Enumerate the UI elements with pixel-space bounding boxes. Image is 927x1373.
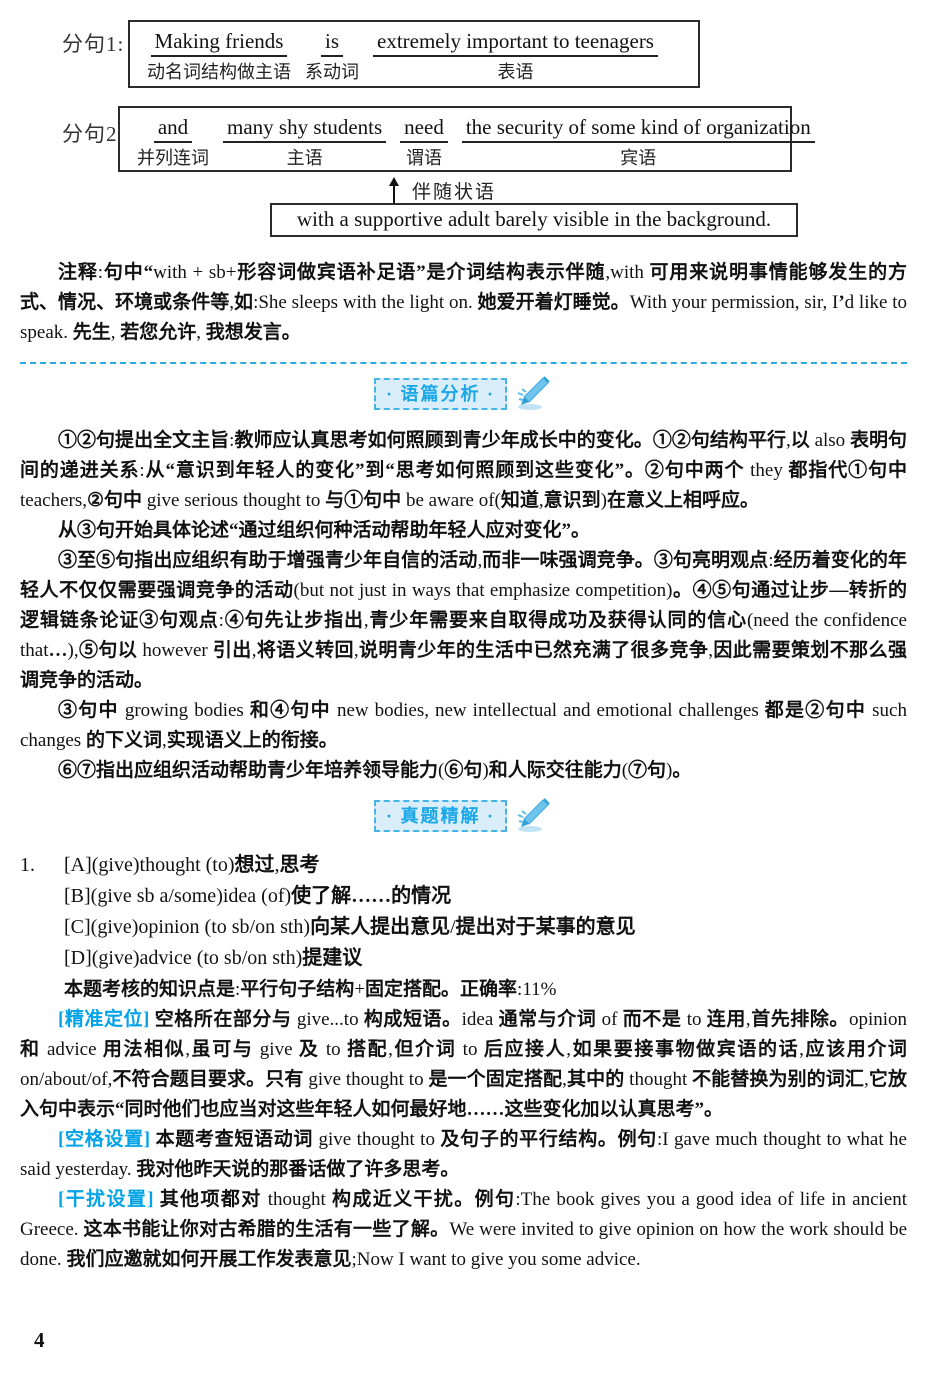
segment-role: 谓语: [406, 148, 442, 168]
clause1-label: 分句1:: [62, 32, 125, 56]
clause-segment: extremely important to teenagers 表语: [373, 28, 658, 85]
analysis-paragraph: 从③句开始具体论述“通过组织何种活动帮助年轻人应对变化”。: [58, 520, 591, 541]
adverbial-box: with a supportive adult barely visible i…: [270, 203, 798, 237]
option-list: [A](give)thought (to)想过,思考 [B](give sb a/…: [64, 850, 907, 974]
block-text: 本题考查短语动词 give thought to 及句子的平行结构。例句:I g…: [20, 1129, 907, 1180]
question-blocks: [精准定位] 空格所在部分与 give...to 构成短语。idea 通常与介词…: [0, 1005, 927, 1275]
clause-segment: need 谓语: [400, 114, 448, 171]
segment-role: 并列连词: [137, 148, 209, 168]
clause-segment: Making friends 动名词结构做主语: [147, 28, 291, 85]
dashed-separator: [20, 362, 907, 364]
clause2-box: and 并列连词 many shy students 主语 need 谓语 th…: [118, 106, 815, 172]
segment-words: need: [400, 114, 448, 143]
segment-words: the security of some kind of organizatio…: [461, 114, 815, 143]
note-paragraph: 注释:句中“with + sb+形容词做宾语补足语”是介词结构表示伴随,with…: [20, 262, 907, 343]
block-label: [精准定位]: [58, 1009, 150, 1030]
section-header-discourse: · 语篇分析 ·: [0, 376, 927, 418]
segment-words: Making friends: [150, 28, 288, 57]
pen-icon: [517, 376, 550, 410]
explanation-block: [空格设置] 本题考查短语动词 give thought to 及句子的平行结构…: [20, 1125, 907, 1185]
question-number: 1.: [20, 854, 35, 876]
segment-role: 宾语: [620, 148, 657, 168]
sentence-diagram: 分句1: Making friends 动名词结构做主语 is 系动词 extr…: [0, 0, 927, 246]
adverbial-arrow-label: 伴随状语: [412, 182, 497, 203]
analysis-paragraph: ⑥⑦指出应组织活动帮助青少年培养领导能力(⑥句)和人际交往能力(⑦句)。: [58, 760, 692, 781]
segment-role: 系动词: [305, 62, 359, 82]
analysis-paragraph: ③至⑤句指出应组织有助于增强青少年自信的活动,而非一味强调竞争。③句亮明观点:经…: [20, 550, 907, 691]
segment-role: 主语: [286, 148, 323, 168]
adverbial-arrow: [389, 177, 399, 203]
segment-role: 表语: [497, 62, 534, 82]
clause1-box: Making friends 动名词结构做主语 is 系动词 extremely…: [128, 20, 700, 88]
segment-words: many shy students: [223, 114, 387, 143]
segment-words: extremely important to teenagers: [373, 28, 658, 57]
analysis-paragraphs: ①②句提出全文主旨:教师应认真思考如何照顾到青少年成长中的变化。①②句结构平行,…: [0, 426, 927, 786]
exam-analysis-badge: · 真题精解 ·: [373, 800, 507, 832]
segment-words: is: [320, 28, 343, 57]
knowledge-point: 本题考核的知识点是:平行句子结构+固定搭配。正确率:11%: [64, 979, 557, 1000]
clause-segment: and 并列连词: [137, 114, 209, 171]
answer-option: [B](give sb a/some)idea (of)使了解……的情况: [64, 885, 452, 907]
block-text: 空格所在部分与 give...to 构成短语。idea 通常与介词 of 而不是…: [20, 1009, 907, 1120]
analysis-paragraph: ①②句提出全文主旨:教师应认真思考如何照顾到青少年成长中的变化。①②句结构平行,…: [20, 430, 907, 511]
clause-segment: the security of some kind of organizatio…: [461, 114, 815, 171]
answer-option: [D](give)advice (to sb/on sth)提建议: [64, 947, 363, 969]
clause-segment: is 系动词: [305, 28, 359, 85]
segment-words: and: [153, 114, 193, 143]
block-label: [空格设置]: [58, 1129, 151, 1150]
segment-role: 动名词结构做主语: [147, 62, 291, 82]
analysis-paragraph: ③句中 growing bodies 和④句中 new bodies, new …: [20, 700, 907, 751]
section-header-exam: · 真题精解 ·: [0, 798, 927, 840]
pen-icon: [517, 798, 550, 832]
page-number: 4: [34, 1328, 45, 1352]
answer-option: [C](give)opinion (to sb/on sth)向某人提出意见/提…: [64, 916, 636, 938]
block-text: 其他项都对 thought 构成近义干扰。例句:The book gives y…: [20, 1189, 908, 1270]
block-label: [干扰设置]: [58, 1189, 154, 1210]
clause2-label: 分句2:: [62, 122, 125, 146]
question-1: 1. [A](give)thought (to)想过,思考 [B](give sb…: [20, 850, 907, 1005]
answer-option: [A](give)thought (to)想过,思考: [64, 854, 320, 876]
clause-segment: many shy students 主语: [223, 114, 387, 171]
discourse-analysis-badge: · 语篇分析 ·: [373, 378, 507, 410]
question-body: [A](give)thought (to)想过,思考 [B](give sb a/…: [64, 850, 907, 1005]
explanation-block: [精准定位] 空格所在部分与 give...to 构成短语。idea 通常与介词…: [20, 1005, 907, 1125]
explanation-block: [干扰设置] 其他项都对 thought 构成近义干扰。例句:The book …: [20, 1185, 907, 1275]
